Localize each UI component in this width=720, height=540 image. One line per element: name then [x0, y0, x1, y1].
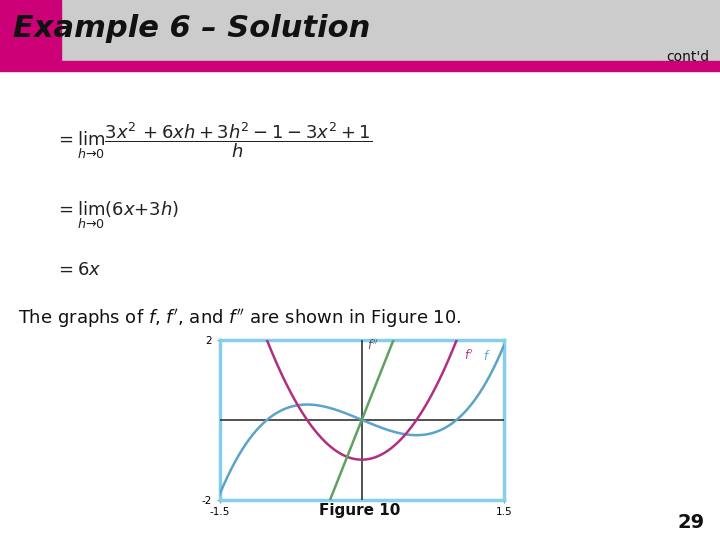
Bar: [0, 62, 720, 71]
Text: cont'd: cont'd: [666, 50, 709, 64]
Bar: [0, 0, 61, 63]
Text: 29: 29: [678, 513, 705, 532]
Text: Example 6 – Solution: Example 6 – Solution: [13, 14, 370, 43]
Text: $f'$: $f'$: [464, 349, 474, 363]
Text: The graphs of $f$, $f'$, and $f''$ are shown in Figure 10.: The graphs of $f$, $f'$, and $f''$ are s…: [18, 307, 462, 329]
Text: $f''$: $f''$: [366, 339, 378, 353]
Text: $= \lim_{h \to 0} (6x + 3h)$: $= \lim_{h \to 0} (6x + 3h)$: [55, 200, 179, 231]
Text: $= \lim_{h \to 0} \dfrac{3x^2 + 6xh + 3h^2 - 1 - 3x^2 + 1}{h}$: $= \lim_{h \to 0} \dfrac{3x^2 + 6xh + 3h…: [55, 120, 372, 161]
Text: Figure 10: Figure 10: [319, 503, 401, 518]
Bar: [0, 0, 720, 63]
Text: $f$: $f$: [483, 349, 491, 363]
Text: $= 6x$: $= 6x$: [55, 261, 102, 279]
